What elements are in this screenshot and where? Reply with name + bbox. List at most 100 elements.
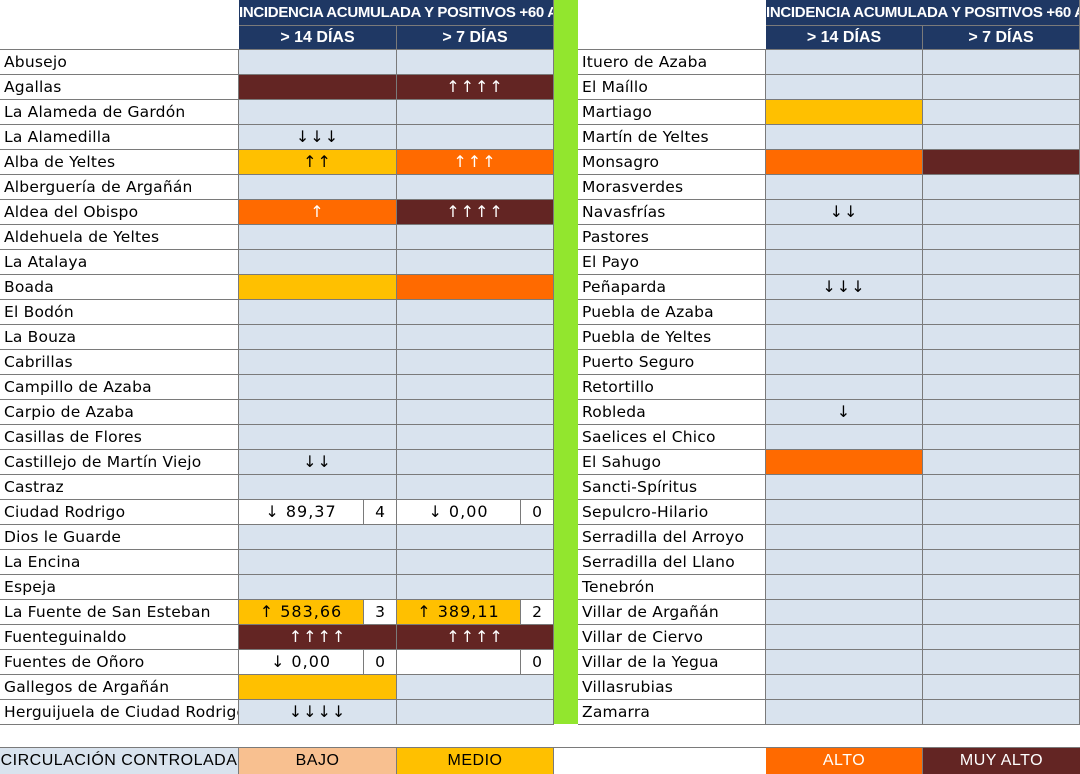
municipality-name: Peñaparda (578, 275, 766, 300)
cell-14-days (239, 525, 397, 550)
right-header-14-days: > 14 DÍAS (766, 26, 923, 50)
municipality-name: Castraz (0, 475, 239, 500)
right-header-title: INCIDENCIA ACUMULADA Y POSITIVOS +60 AÑO… (766, 0, 1080, 26)
cell-14-days (766, 150, 923, 175)
cell-7-days (923, 375, 1080, 400)
left-header-14-days: > 14 DÍAS (239, 26, 397, 50)
legend-bajo: BAJO (239, 748, 397, 774)
cell-7-days (397, 575, 554, 600)
municipality-name: Aldea del Obispo (0, 200, 239, 225)
municipality-name: Puerto Seguro (578, 350, 766, 375)
municipality-name: Saelices el Chico (578, 425, 766, 450)
cell-7-days (923, 100, 1080, 125)
cell-7-days (923, 450, 1080, 475)
municipality-name: Abusejo (0, 50, 239, 75)
municipality-name: Puebla de Yeltes (578, 325, 766, 350)
cell-7-days (923, 550, 1080, 575)
municipality-name: Sepulcro-Hilario (578, 500, 766, 525)
cell-7-days (923, 650, 1080, 675)
cell-14-days: ↓ (766, 400, 923, 425)
cell-7-days (397, 375, 554, 400)
cell-7-days (397, 650, 521, 675)
cell-14-days (766, 625, 923, 650)
positive-count: 0 (364, 650, 397, 675)
cell-7-days (923, 575, 1080, 600)
positive-count: 0 (521, 500, 554, 525)
cell-7-days (923, 275, 1080, 300)
municipality-name: Alba de Yeltes (0, 150, 239, 175)
municipality-name: Serradilla del Llano (578, 550, 766, 575)
cell-14-days (766, 650, 923, 675)
cell-7-days (397, 400, 554, 425)
municipality-name: La Alameda de Gardón (0, 100, 239, 125)
cell-7-days: ↑↑↑↑ (397, 625, 554, 650)
legend-alto: ALTO (766, 748, 923, 774)
municipality-name: Boada (0, 275, 239, 300)
municipality-name: La Alamedilla (0, 125, 239, 150)
cell-7-days (923, 300, 1080, 325)
cell-14-days (239, 250, 397, 275)
cell-14-days (239, 300, 397, 325)
cell-14-days (239, 175, 397, 200)
municipality-name: Villar de la Yegua (578, 650, 766, 675)
cell-14-days (766, 550, 923, 575)
cell-14-days (766, 100, 923, 125)
cell-14-days: ↓↓ (766, 200, 923, 225)
cell-14-days (766, 425, 923, 450)
legend-muy-alto: MUY ALTO (923, 748, 1080, 774)
cell-14-days (766, 500, 923, 525)
municipality-name: Martín de Yeltes (578, 125, 766, 150)
cell-7-days (397, 475, 554, 500)
cell-14-days (766, 575, 923, 600)
cell-14-days: ↑↑ (239, 150, 397, 175)
municipality-name: El Bodón (0, 300, 239, 325)
cell-7-days (923, 475, 1080, 500)
cell-7-days (923, 150, 1080, 175)
right-header-7-days: > 7 DÍAS (923, 26, 1080, 50)
spacer-row (0, 724, 1080, 748)
column-separator (554, 0, 578, 724)
cell-7-days (923, 175, 1080, 200)
legend-medio: MEDIO (397, 748, 554, 774)
cell-7-days (923, 325, 1080, 350)
cell-14-days (766, 475, 923, 500)
municipality-name: El Sahugo (578, 450, 766, 475)
cell-7-days (397, 675, 554, 700)
municipality-name: Tenebrón (578, 575, 766, 600)
municipality-name: Espeja (0, 575, 239, 600)
municipality-name: Ituero de Azaba (578, 50, 766, 75)
cell-7-days (397, 425, 554, 450)
municipality-name: Alberguería de Argañán (0, 175, 239, 200)
municipality-name: Castillejo de Martín Viejo (0, 450, 239, 475)
municipality-name: Pastores (578, 225, 766, 250)
municipality-name: Casillas de Flores (0, 425, 239, 450)
cell-14-days (239, 675, 397, 700)
cell-7-days: ↓ 0,00 (397, 500, 521, 525)
municipality-name: Zamarra (578, 700, 766, 725)
cell-14-days: ↓↓ (239, 450, 397, 475)
cell-14-days (766, 225, 923, 250)
cell-7-days (397, 50, 554, 75)
cell-14-days (766, 350, 923, 375)
left-header-title: INCIDENCIA ACUMULADA Y POSITIVOS +60 AÑO… (239, 0, 554, 26)
cell-14-days: ↓↓↓ (766, 275, 923, 300)
cell-7-days (397, 525, 554, 550)
cell-14-days: ↑ (239, 200, 397, 225)
municipality-name: Herguijuela de Ciudad Rodrigo (0, 700, 239, 725)
cell-14-days: ↑↑↑↑ (239, 625, 397, 650)
cell-7-days (923, 50, 1080, 75)
cell-14-days (766, 75, 923, 100)
cell-7-days (923, 425, 1080, 450)
cell-14-days (239, 350, 397, 375)
cell-14-days (239, 475, 397, 500)
municipality-name: Gallegos de Argañán (0, 675, 239, 700)
municipality-name: Robleda (578, 400, 766, 425)
cell-7-days (923, 675, 1080, 700)
cell-7-days (923, 400, 1080, 425)
cell-14-days (766, 450, 923, 475)
positive-count: 0 (521, 650, 554, 675)
municipality-name: La Encina (0, 550, 239, 575)
municipality-name: Serradilla del Arroyo (578, 525, 766, 550)
municipality-name: El Maíllo (578, 75, 766, 100)
